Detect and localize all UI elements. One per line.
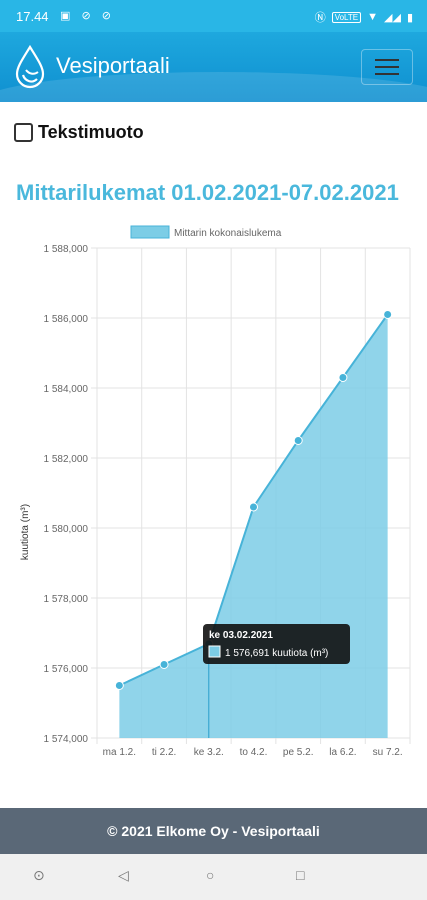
- page-title: Mittarilukemat 01.02.2021-07.02.2021: [16, 180, 399, 205]
- x-axis: ma 1.2. ti 2.2. ke 3.2. to 4.2. pe 5.2. la 6.…: [103, 747, 403, 758]
- footer: © 2021 Elkome Oy - Vesiportaali: [0, 808, 427, 854]
- data-point: [114, 681, 124, 690]
- menu-line-icon: [375, 59, 399, 61]
- data-point: [293, 436, 303, 445]
- data-point: [338, 373, 348, 382]
- y-tick-label: 1 580,000: [44, 524, 89, 535]
- y-tick-label: 1 586,000: [44, 314, 89, 325]
- app-title: Vesiportaali: [56, 53, 170, 78]
- battery-icon: ▮: [406, 11, 413, 24]
- text-mode-label: Tekstimuoto: [38, 122, 144, 142]
- x-tick-label: su 7.2.: [373, 747, 403, 758]
- legend-label: Mittarin kokonaislukema: [174, 228, 282, 239]
- status-time: 17.44: [16, 9, 49, 24]
- hamburger-menu-button[interactable]: [361, 49, 413, 85]
- chart-tooltip: ke 03.02.2021 1 576,691 kuutiota (m³): [203, 624, 350, 664]
- series-area: [119, 314, 388, 738]
- recents-icon[interactable]: □: [296, 867, 305, 883]
- y-tick-label: 1 584,000: [44, 384, 89, 395]
- y-tick-label: 1 588,000: [44, 244, 89, 255]
- y-axis: 1 588,000 1 586,000 1 584,000 1 582,000 1 58…: [44, 244, 89, 745]
- data-point: [249, 502, 258, 512]
- back-icon[interactable]: ◁: [118, 867, 129, 883]
- text-mode-toggle[interactable]: Tekstimuoto: [14, 122, 144, 143]
- y-tick-label: 1 576,000: [44, 664, 89, 675]
- menu-line-icon: [375, 66, 399, 68]
- signal-icon: ◢◢: [384, 11, 401, 24]
- y-axis-label: kuutiota (m³): [20, 504, 31, 560]
- x-tick-label: ti 2.2.: [152, 747, 176, 758]
- x-tick-label: to 4.2.: [240, 747, 268, 758]
- chart-legend[interactable]: Mittarin kokonaislukema: [130, 225, 282, 239]
- tooltip-title: ke 03.02.2021: [209, 630, 273, 641]
- text-mode-checkbox[interactable]: [14, 123, 33, 142]
- home-icon[interactable]: ○: [206, 867, 215, 883]
- x-tick-label: ma 1.2.: [103, 747, 136, 758]
- status-bar: 17.44 ▣ ⊘ ⊘ Ⓝ VoLTE ▼ ◢◢ ▮: [0, 0, 427, 32]
- android-nav-bar: ⊙ ◁ ○ □: [0, 854, 427, 900]
- nfc-icon: Ⓝ: [314, 12, 326, 24]
- chart-series: [114, 310, 393, 738]
- assist-icon[interactable]: ⊙: [33, 867, 45, 883]
- tooltip-background: [203, 624, 350, 664]
- water-drop-logo-icon: [15, 44, 45, 89]
- y-tick-label: 1 574,000: [44, 734, 89, 745]
- tooltip-value: 1 576,691 kuutiota (m³): [225, 648, 328, 659]
- data-point: [159, 660, 169, 669]
- system-icons: Ⓝ VoLTE ▼ ◢◢ ▮: [315, 9, 413, 25]
- app-header: Vesiportaali: [0, 32, 427, 102]
- menu-line-icon: [375, 73, 399, 75]
- tooltip-swatch: [208, 645, 221, 658]
- x-tick-label: ke 3.2.: [194, 747, 224, 758]
- x-tick-label: pe 5.2.: [283, 747, 314, 758]
- meter-reading-chart: Mittarin kokonaislukema 1 588,000 1 586,0…: [20, 225, 411, 758]
- y-tick-label: 1 578,000: [44, 594, 89, 605]
- data-point: [383, 310, 393, 319]
- legend-swatch: [130, 225, 170, 239]
- y-tick-label: 1 582,000: [44, 454, 89, 465]
- volte-badge: VoLTE: [331, 11, 362, 23]
- x-tick-label: la 6.2.: [329, 747, 356, 758]
- wifi-icon: ▼: [367, 11, 379, 23]
- notification-icons: ▣ ⊘ ⊘: [60, 10, 115, 22]
